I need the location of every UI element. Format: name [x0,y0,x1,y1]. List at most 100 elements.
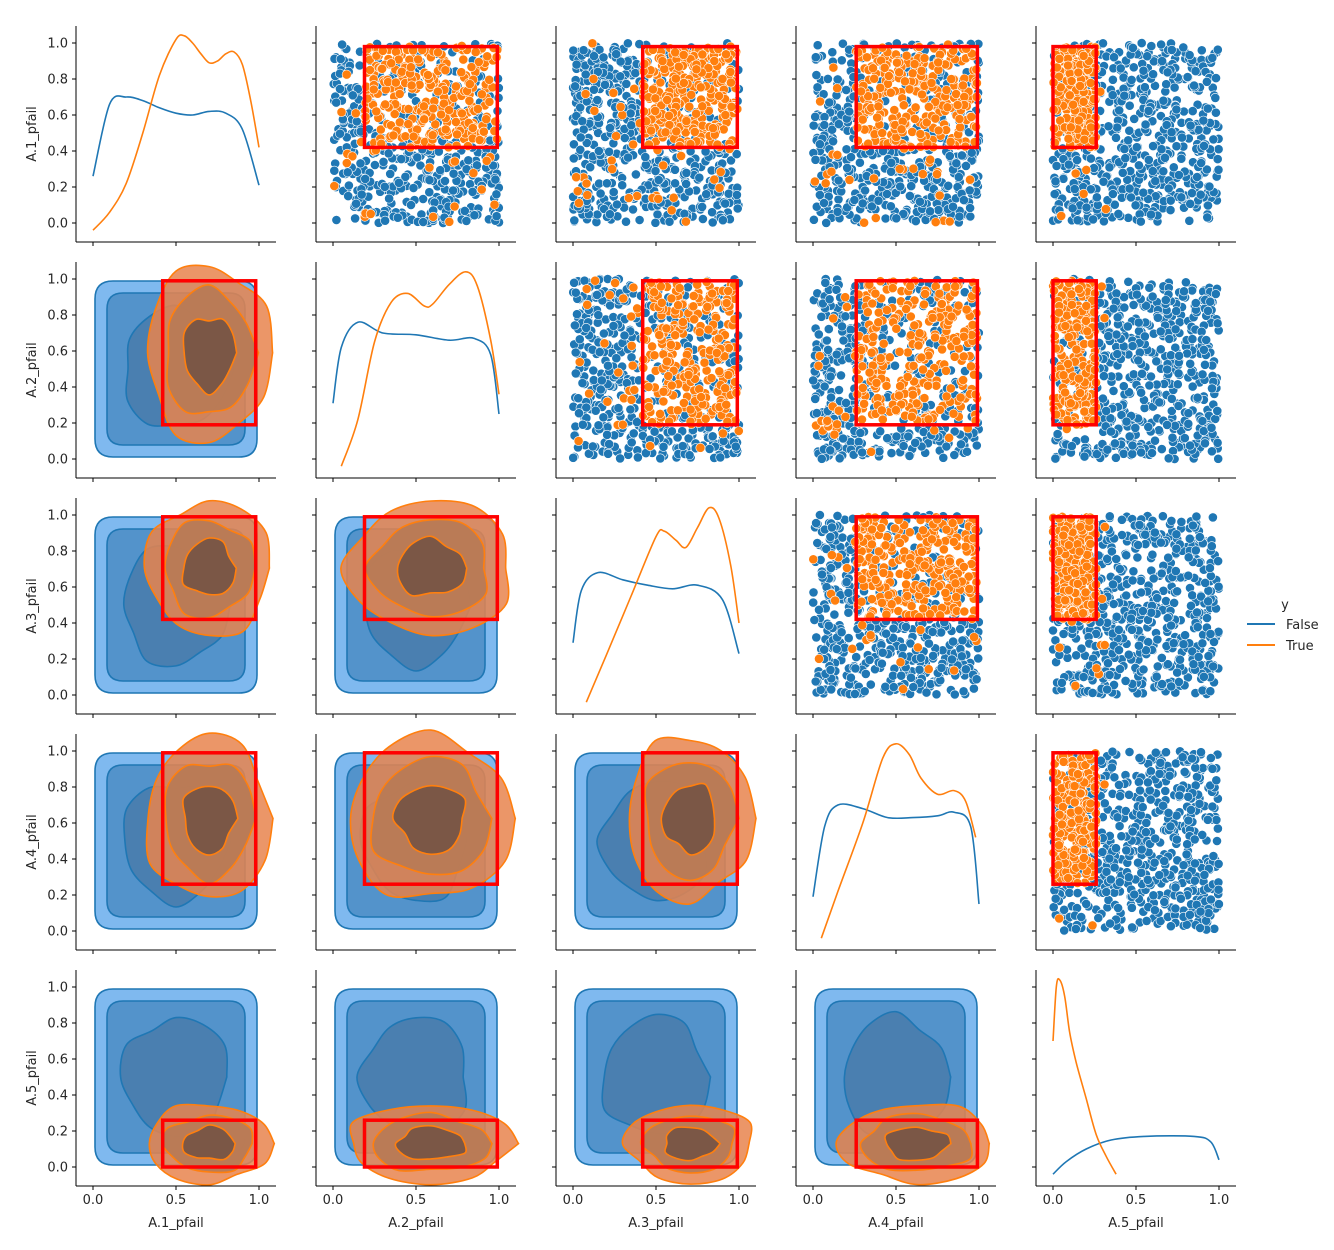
point-false [838,335,849,346]
point-false [378,156,389,167]
point-false [820,277,831,288]
point-false [1126,75,1137,85]
point-false [369,160,380,170]
point-true [403,104,414,114]
point-true [933,125,944,136]
point-true [688,290,699,301]
point-true [1075,81,1085,91]
point-false [961,160,971,171]
point-false [819,120,830,130]
point-false [569,277,579,288]
point-false [1131,142,1142,153]
point-true [436,109,446,120]
point-true [655,77,666,88]
point-false [704,443,715,454]
point-true [623,193,634,203]
point-false [1124,100,1135,111]
point-false [335,84,345,94]
point-false [971,440,982,451]
panel-1-3 [552,26,756,246]
point-true [726,77,736,88]
point-true [901,50,912,61]
point-true [927,312,938,323]
point-true [871,377,882,388]
point-false [599,328,609,339]
panel-2-4 [792,262,996,482]
point-false [1212,154,1223,164]
point-false [1196,158,1206,168]
point-false [707,217,718,228]
point-true [941,391,952,402]
point-false [823,74,833,84]
point-false [628,204,638,215]
point-false [944,151,955,161]
point-false [681,178,691,189]
point-false [602,429,612,440]
point-false [910,437,921,448]
point-false [1117,167,1128,178]
point-false [810,154,821,165]
point-false [623,38,633,49]
point-true [689,126,700,137]
point-true [572,186,583,197]
point-false [842,162,853,173]
point-false [1202,76,1212,87]
point-true [449,156,460,167]
point-true [484,74,495,85]
point-true [666,205,677,216]
point-false [467,186,478,197]
point-true [467,123,478,133]
point-false [1168,162,1179,173]
point-false [694,172,705,183]
point-true [914,328,925,339]
point-false [588,365,599,376]
point-false [891,213,902,224]
point-true [329,181,340,191]
point-true [934,190,945,201]
point-true [650,106,661,116]
point-true [840,411,851,422]
point-true [658,396,669,407]
point-true [892,57,902,68]
point-true [589,105,600,116]
point-true [428,103,439,114]
point-true [908,360,919,371]
point-false [683,282,693,293]
point-false [569,215,580,226]
point-false [1208,134,1219,145]
point-false [1182,72,1193,82]
point-true [574,198,584,208]
point-true [961,304,972,315]
point-true [668,192,679,203]
point-false [815,189,825,200]
point-true [1054,53,1065,64]
point-true [717,74,728,84]
point-true [686,89,697,100]
point-true [953,300,964,311]
point-true [884,352,895,363]
point-true [875,353,886,364]
point-false [469,210,480,221]
point-true [1066,76,1077,86]
point-false [634,215,645,225]
point-false [819,198,829,208]
point-true [720,383,731,394]
point-false [568,45,579,56]
point-false [1176,192,1187,203]
point-false [1176,153,1187,164]
point-false [384,193,394,204]
point-true [674,283,685,293]
point-false [570,81,580,92]
point-true [900,76,910,87]
panel-1-4 [792,26,996,246]
point-false [617,180,628,191]
point-false [1190,66,1201,76]
point-false [619,133,630,143]
point-false [1104,162,1115,173]
point-false [1107,90,1118,100]
point-true [394,89,405,99]
point-false [810,111,821,122]
point-true [941,282,952,293]
point-true [923,414,934,425]
point-true [432,86,443,97]
